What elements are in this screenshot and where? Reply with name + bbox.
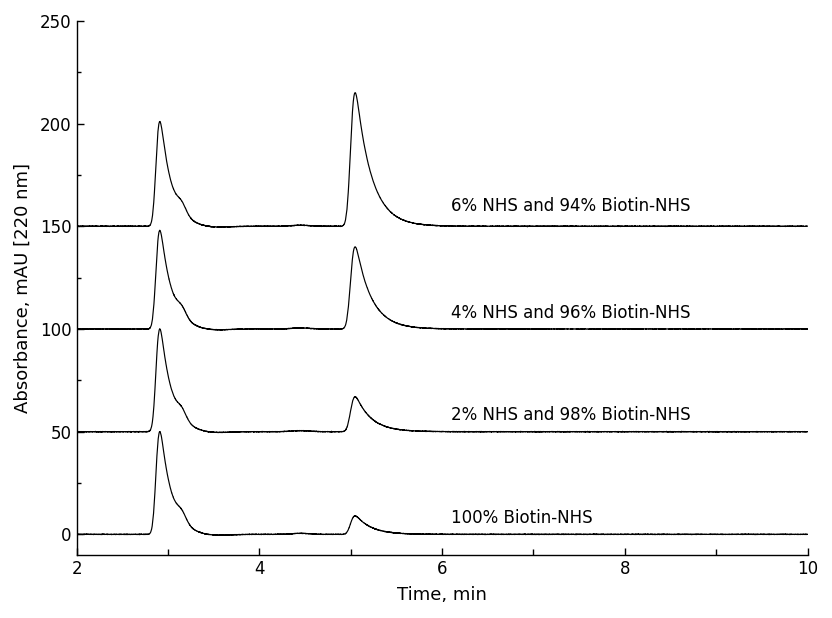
X-axis label: Time, min: Time, min — [397, 586, 487, 604]
Text: 4% NHS and 96% Biotin-NHS: 4% NHS and 96% Biotin-NHS — [451, 303, 691, 321]
Text: 100% Biotin-NHS: 100% Biotin-NHS — [451, 509, 593, 527]
Text: 2% NHS and 98% Biotin-NHS: 2% NHS and 98% Biotin-NHS — [451, 406, 691, 424]
Y-axis label: Absorbance, mAU [220 nm]: Absorbance, mAU [220 nm] — [14, 163, 32, 413]
Text: 6% NHS and 94% Biotin-NHS: 6% NHS and 94% Biotin-NHS — [451, 197, 691, 214]
